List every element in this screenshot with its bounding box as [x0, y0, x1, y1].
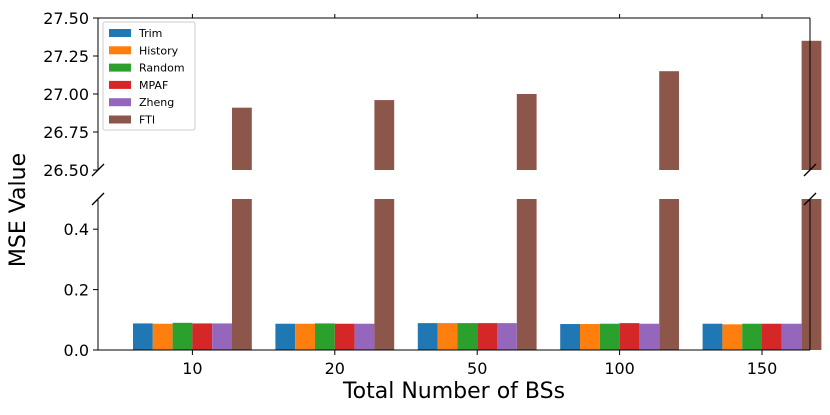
ticks-layer: 26.50 26.75 27.00 27.25 27.50 0.0 0.2 0.4 10 20 50… [43, 9, 777, 378]
bar-random-10 [172, 322, 193, 350]
bar-fti-10 [232, 199, 252, 350]
legend-swatch-mpaf [109, 80, 131, 89]
x-tick-label: 100 [604, 359, 635, 378]
legend-label-random: Random [139, 62, 185, 75]
bar-upper-fti-100 [659, 71, 679, 170]
y-tick-upper-label: 26.50 [43, 161, 89, 180]
break-mark-lower-right [803, 192, 817, 206]
bar-fti-20 [374, 199, 395, 350]
bar-upper-fti-50 [516, 94, 537, 170]
legend-swatch-random [109, 63, 131, 72]
bar-mpaf-150 [762, 323, 782, 350]
bar-fti-100 [659, 199, 679, 350]
bar-upper-fti-20 [374, 100, 395, 170]
legend-swatch-fti [109, 115, 131, 124]
bar-history-100 [580, 324, 600, 350]
bar-history-20 [295, 323, 315, 350]
bar-zheng-100 [639, 323, 660, 350]
y-tick-upper-label: 27.00 [43, 85, 89, 104]
axes-layer [91, 17, 817, 351]
x-tick-label: 150 [747, 359, 778, 378]
bar-mpaf-20 [334, 323, 355, 350]
bar-trim-150 [702, 323, 723, 350]
bar-trim-100 [560, 324, 580, 350]
x-axis-title: Total Number of BSs [342, 379, 565, 404]
bar-history-10 [152, 323, 173, 350]
bar-zheng-50 [497, 323, 517, 350]
legend-swatch-zheng [109, 98, 131, 107]
legend-swatch-trim [109, 29, 131, 37]
bar-random-150 [742, 323, 762, 350]
bar-random-100 [599, 323, 620, 350]
bar-history-150 [722, 324, 743, 350]
legend-label-mpaf: MPAF [139, 79, 168, 92]
bar-trim-10 [133, 323, 153, 350]
bar-random-50 [457, 323, 478, 350]
y-axis-title: MSE Value [6, 153, 31, 267]
y-tick-lower-label: 0.4 [64, 220, 89, 239]
legend: Trim History Random MPAF Zheng FTI [102, 21, 196, 131]
y-tick-upper-label: 27.50 [43, 9, 89, 28]
bar-zheng-20 [354, 323, 375, 350]
bar-mpaf-100 [619, 323, 640, 350]
legend-label-trim: Trim [138, 27, 162, 40]
bar-zheng-150 [781, 323, 802, 350]
bar-trim-50 [417, 323, 438, 350]
legend-label-fti: FTI [139, 114, 155, 127]
bar-upper-fti-10 [232, 107, 252, 170]
x-tick-label: 20 [325, 359, 345, 378]
bars-layer [133, 40, 822, 350]
legend-swatch-history [109, 46, 131, 55]
y-tick-upper-label: 26.75 [43, 123, 89, 142]
bar-random-20 [315, 323, 335, 350]
x-tick-label: 10 [182, 359, 202, 378]
y-tick-lower-label: 0.0 [64, 341, 89, 360]
bar-mpaf-50 [477, 323, 497, 350]
bar-trim-20 [275, 323, 296, 350]
break-mark-lower-left [91, 192, 105, 206]
bar-zheng-10 [212, 323, 232, 350]
bar-fti-50 [516, 199, 537, 350]
bar-mpaf-10 [192, 323, 213, 350]
y-tick-lower-label: 0.2 [64, 281, 89, 300]
y-tick-upper-label: 27.25 [43, 47, 89, 66]
break-mark-upper-right [803, 163, 817, 177]
bar-upper-fti-150 [801, 40, 822, 170]
legend-label-history: History [139, 44, 179, 57]
legend-label-zheng: Zheng [139, 96, 174, 109]
x-tick-label: 50 [467, 359, 487, 378]
bar-history-50 [437, 323, 458, 350]
bar-fti-150 [801, 199, 822, 350]
